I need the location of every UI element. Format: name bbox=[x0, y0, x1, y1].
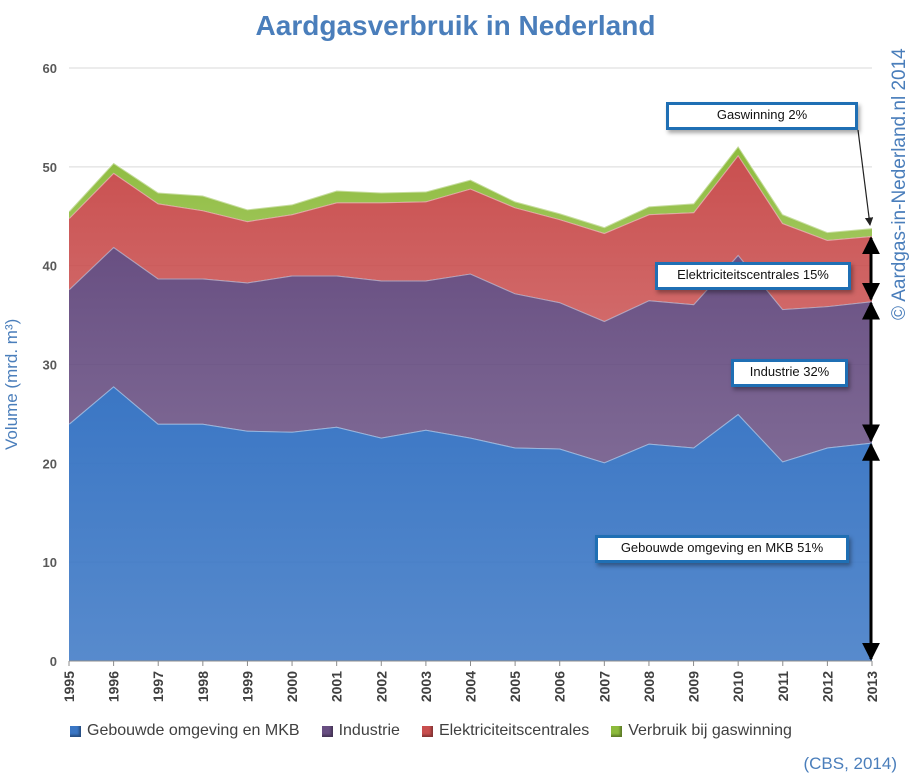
x-tick-label: 2011 bbox=[775, 671, 791, 702]
legend-swatch bbox=[611, 725, 623, 737]
y-tick-label: 30 bbox=[43, 358, 57, 373]
y-axis-label: Volume (mrd. m³) bbox=[2, 318, 21, 450]
y-tick-label: 20 bbox=[43, 456, 57, 471]
legend-item: Verbruik bij gaswinning bbox=[611, 722, 792, 740]
x-tick-label: 1995 bbox=[61, 671, 77, 702]
legend-swatch bbox=[70, 725, 81, 737]
x-tick-label: 2004 bbox=[463, 671, 479, 702]
chart-legend: Gebouwde omgeving en MKB Industrie Elekt… bbox=[70, 722, 792, 740]
x-tick-label: 2013 bbox=[864, 671, 880, 702]
legend-swatch bbox=[321, 725, 333, 737]
x-tick-label: 1997 bbox=[150, 671, 166, 702]
area-series-4 bbox=[69, 146, 872, 240]
y-tick-label: 50 bbox=[43, 160, 57, 175]
x-tick-label: 2005 bbox=[507, 671, 523, 702]
area-edge-4 bbox=[68, 144, 873, 234]
x-tick-label: 2006 bbox=[552, 671, 568, 702]
legend-item: Elektriciteitscentrales bbox=[421, 722, 590, 740]
x-tick-label: 2012 bbox=[819, 671, 835, 702]
legend-swatch bbox=[421, 725, 433, 737]
legend-item: Industrie bbox=[321, 722, 400, 740]
area-series-2 bbox=[69, 246, 872, 463]
x-tick-label: 2010 bbox=[730, 671, 746, 702]
annotation-gebouwde-omgeving: Gebouwde omgeving en MKB 51% bbox=[595, 535, 849, 563]
y-tick-label: 40 bbox=[43, 259, 57, 274]
legend-label: Verbruik bij gaswinning bbox=[628, 722, 792, 739]
source-note: (CBS, 2014) bbox=[803, 754, 897, 773]
annotation-gaswinning: Gaswinning 2% bbox=[666, 102, 858, 130]
y-tick-label: 60 bbox=[43, 61, 57, 76]
x-tick-label: 2002 bbox=[373, 671, 389, 702]
y-tick-label: 0 bbox=[50, 654, 57, 669]
x-tick-label: 1998 bbox=[195, 671, 211, 702]
area-series-1 bbox=[69, 386, 872, 661]
legend-item: Gebouwde omgeving en MKB bbox=[70, 722, 300, 740]
legend-label: Gebouwde omgeving en MKB bbox=[87, 722, 300, 739]
x-tick-label: 2009 bbox=[686, 671, 702, 702]
annotation-elektriciteitscentrales: Elektriciteitscentrales 15% bbox=[655, 262, 851, 290]
x-tick-label: 2001 bbox=[329, 671, 345, 702]
chart-title: Aardgasverbruik in Nederland bbox=[255, 10, 656, 41]
annotation-industrie: Industrie 32% bbox=[731, 359, 848, 387]
x-tick-label: 2007 bbox=[596, 671, 612, 702]
x-tick-label: 2000 bbox=[284, 671, 300, 702]
legend-label: Elektriciteitscentrales bbox=[438, 722, 590, 739]
y-tick-label: 10 bbox=[43, 555, 57, 570]
x-tick-label: 2008 bbox=[641, 671, 657, 702]
copyright-text: © Aardgas-in-Nederland.nl 2014 bbox=[889, 48, 910, 320]
legend-label: Industrie bbox=[338, 722, 400, 739]
x-tick-label: 2003 bbox=[418, 671, 434, 702]
gaswinning-pointer bbox=[857, 129, 874, 226]
copyright-text-container: © Aardgas-in-Nederland.nl 2014 bbox=[869, 10, 910, 340]
x-tick-label: 1996 bbox=[106, 671, 122, 702]
x-tick-label: 1999 bbox=[239, 671, 255, 702]
